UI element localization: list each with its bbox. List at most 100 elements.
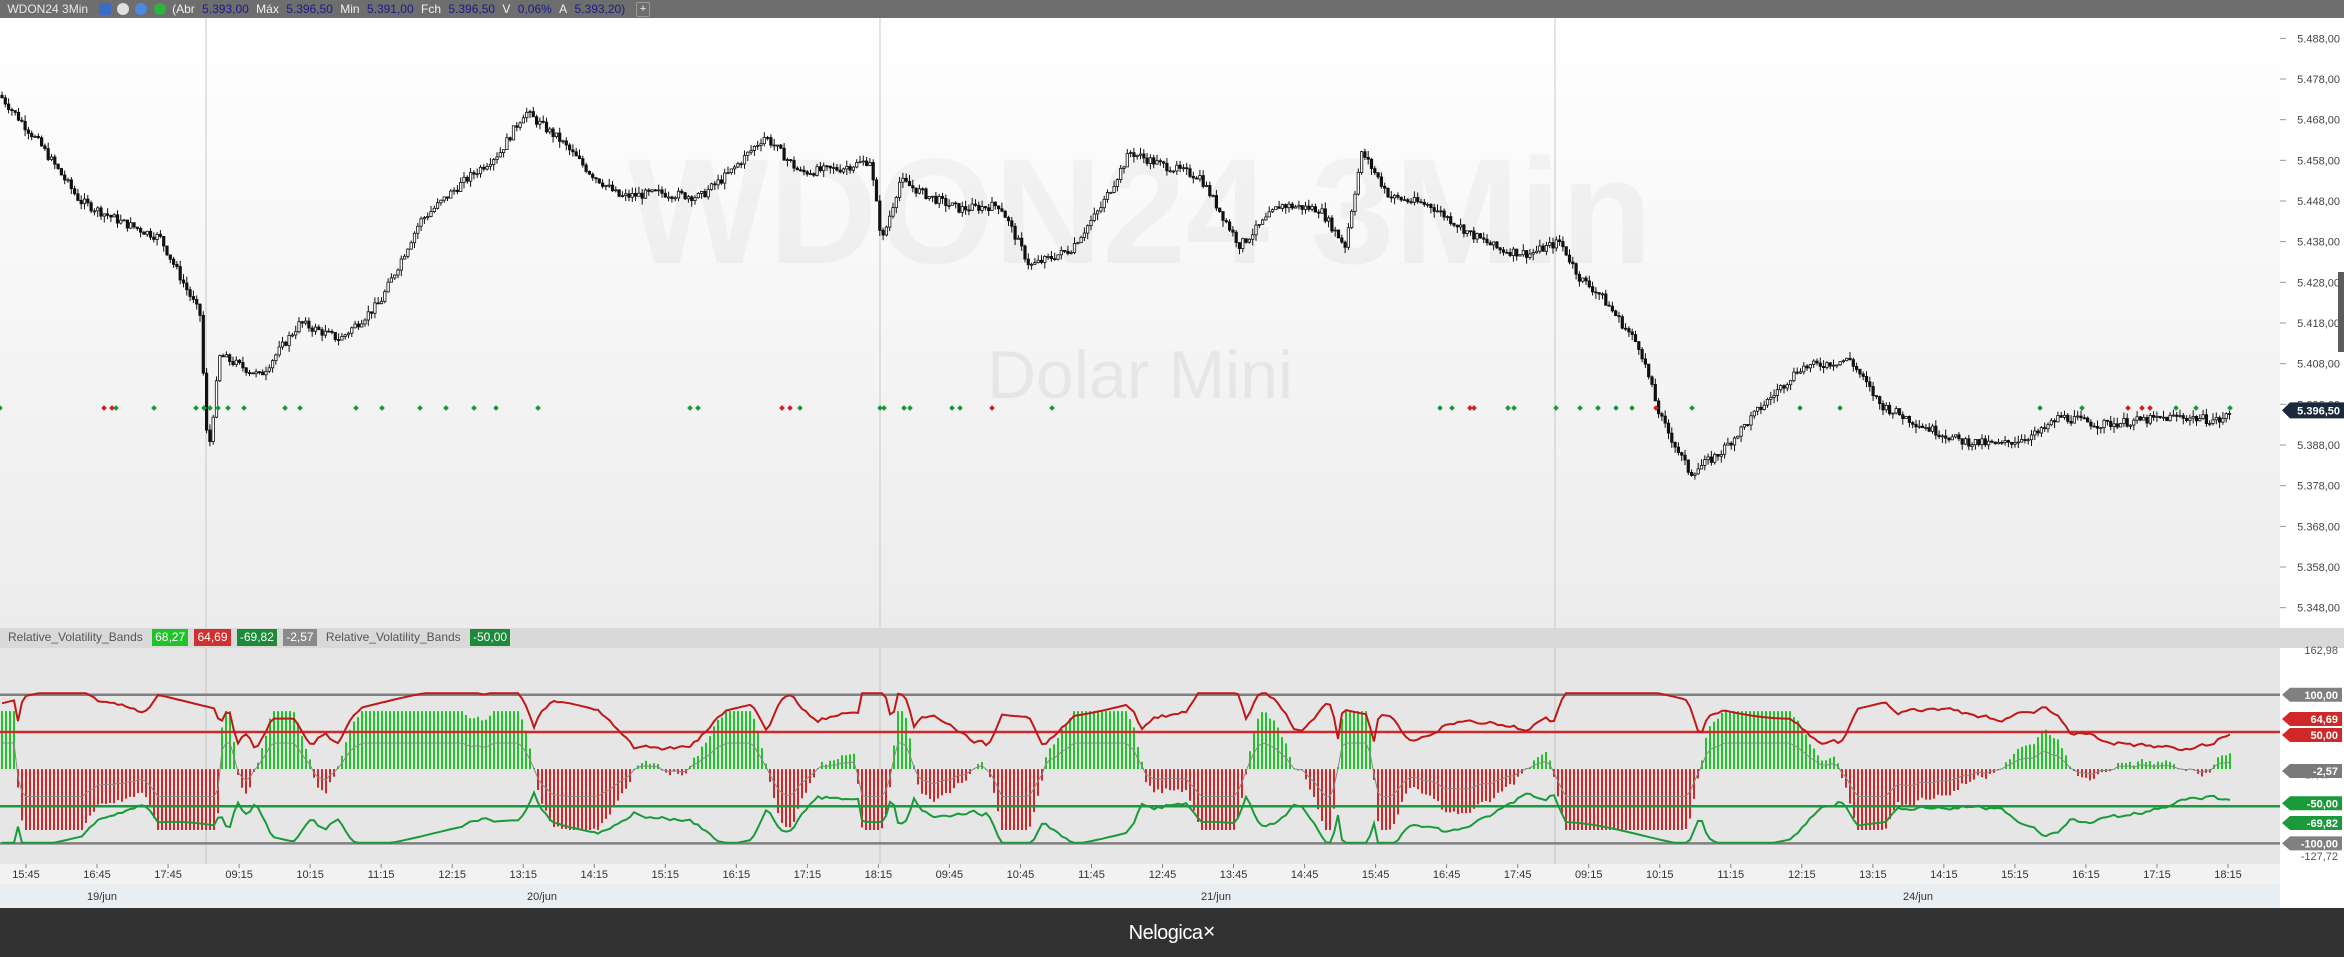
close-label: Fch	[421, 2, 442, 16]
scrollbar-thumb[interactable]	[2338, 272, 2344, 352]
add-button[interactable]: +	[635, 2, 651, 17]
candle-body	[535, 116, 539, 125]
candle-body	[119, 219, 123, 224]
symbol-label[interactable]: WDON24 3Min	[7, 2, 89, 16]
candle-body	[125, 219, 129, 229]
signal-marker	[1689, 405, 1695, 411]
hist-bar-down	[209, 769, 211, 830]
candle-body	[2105, 419, 2109, 422]
candle-body	[660, 189, 664, 194]
candle-body	[1297, 205, 1301, 208]
hist-bar-up	[1769, 711, 1771, 770]
candle-body	[492, 159, 496, 165]
minus-circle-icon[interactable]	[117, 3, 130, 15]
price-tick-label: 5.438,00	[2297, 237, 2340, 249]
hist-bar-down	[77, 769, 79, 830]
candle-body	[247, 372, 252, 375]
day-separators	[205, 18, 1556, 628]
candle-body	[63, 174, 67, 181]
broker-icon[interactable]	[98, 3, 111, 15]
candle-body	[1696, 468, 1700, 475]
candle-body	[383, 291, 387, 302]
candle-body	[1967, 438, 1971, 447]
hist-bar-down	[1465, 769, 1467, 814]
candle-body	[1577, 273, 1581, 282]
signal-marker	[215, 405, 221, 411]
candle-body	[1320, 208, 1324, 214]
candle-body	[1369, 158, 1374, 169]
hist-bar-down	[793, 769, 795, 822]
candle-body	[554, 132, 559, 137]
hist-bar-down	[1157, 769, 1159, 790]
candle-body	[1026, 258, 1030, 266]
hist-bar-up	[1081, 711, 1083, 770]
hist-bar-down	[1013, 769, 1015, 830]
hist-bar-down	[1329, 769, 1331, 830]
candle-body	[937, 195, 941, 204]
candle-body	[1208, 184, 1212, 196]
hist-bar-down	[113, 769, 115, 804]
hist-bar-up	[481, 720, 483, 770]
indicator-name[interactable]: Relative_Volatility_Bands	[8, 630, 143, 644]
candle-body	[46, 148, 50, 160]
candle-body	[686, 196, 691, 200]
hist-bar-down	[1613, 769, 1615, 830]
candle-body	[1676, 446, 1680, 454]
candle-body	[1168, 170, 1172, 173]
hist-bar-up	[477, 716, 479, 770]
level-minus50-badge-tag	[2282, 796, 2342, 811]
hist-bar-up	[2053, 738, 2055, 770]
hist-bar-down	[577, 769, 579, 830]
hist-bar-down	[1161, 769, 1163, 794]
candle-body	[0, 94, 4, 99]
hist-bar-down	[173, 769, 175, 830]
hist-bar-up	[2013, 753, 2015, 770]
candle-body	[1175, 164, 1179, 172]
hist-bar-down	[1969, 769, 1971, 782]
hist-bar-up	[485, 719, 487, 770]
signal-marker	[1613, 405, 1619, 411]
hist-bar-down	[1461, 769, 1463, 813]
candle-body	[1719, 453, 1723, 457]
candle-body	[604, 184, 608, 187]
candle-body	[1327, 217, 1331, 222]
candle-body	[1726, 442, 1730, 446]
hist-bar-up	[449, 711, 451, 770]
candle-body	[2099, 427, 2103, 430]
blue-circle-icon[interactable]	[135, 3, 148, 15]
hist-bar-up	[2061, 748, 2063, 770]
candle-body	[254, 371, 258, 375]
hist-bar-up	[1349, 711, 1351, 770]
candle-body	[1647, 363, 1651, 378]
hist-bar-up	[509, 711, 511, 770]
candle-body	[1736, 435, 1740, 439]
price-tick-label: 5.488,00	[2297, 33, 2340, 45]
candle-body	[1759, 406, 1763, 410]
hist-bar-up	[1753, 711, 1755, 770]
candle-body	[561, 140, 565, 143]
hist-bar-up	[1125, 711, 1127, 770]
candle-body	[1224, 220, 1228, 223]
candle-body	[676, 190, 681, 199]
green-circle-icon[interactable]	[153, 3, 166, 15]
candle-body	[1815, 360, 1819, 364]
price-chart[interactable]: WDON24 3Min Dolar Mini 5.488,005.478,005…	[0, 18, 2344, 628]
indicator-name-2[interactable]: Relative_Volatility_Bands	[325, 630, 461, 644]
candle-body	[1921, 425, 1925, 429]
candle-body	[1363, 151, 1367, 158]
candle-body	[1455, 224, 1459, 228]
candle-body	[129, 222, 133, 229]
hist-bar-down	[1205, 769, 1207, 830]
hist-bar-down	[117, 769, 119, 801]
candle-body	[980, 206, 984, 211]
hist-bar-up	[1353, 711, 1355, 770]
signal-marker	[1653, 405, 1659, 411]
candle-body	[1158, 160, 1162, 163]
hist-bar-down	[81, 769, 83, 830]
candle-body	[815, 166, 819, 176]
indicator-panel[interactable]: 162,98-127,7217,47100,0064,6950,00-2,57-…	[0, 628, 2344, 908]
hist-bar-down	[41, 769, 43, 830]
candle-body	[1564, 246, 1568, 256]
candle-body	[1927, 427, 1931, 432]
candle-body	[1531, 252, 1535, 255]
